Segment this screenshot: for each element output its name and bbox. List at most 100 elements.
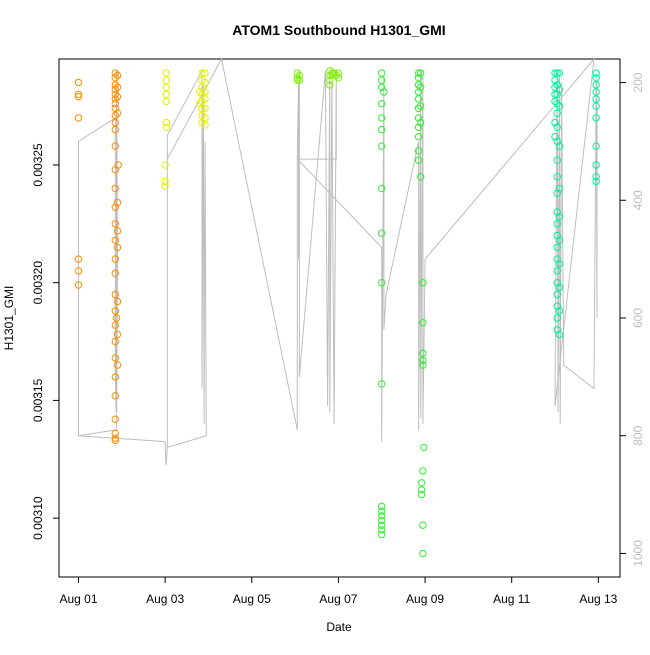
data-point bbox=[74, 255, 83, 263]
data-point bbox=[111, 90, 120, 99]
data-point bbox=[111, 255, 120, 263]
data-point bbox=[555, 184, 564, 193]
data-point bbox=[378, 530, 386, 539]
data-point bbox=[162, 90, 171, 99]
data-point bbox=[201, 95, 209, 103]
data-point bbox=[378, 516, 386, 525]
data-point bbox=[295, 71, 304, 80]
data-point bbox=[553, 243, 561, 252]
data-point bbox=[417, 69, 425, 77]
data-point bbox=[414, 81, 423, 89]
data-point bbox=[420, 443, 428, 452]
data-point bbox=[378, 114, 386, 122]
x-tick-label: Aug 01 bbox=[59, 592, 97, 606]
y-axis-label: H1301_GMI bbox=[2, 286, 16, 351]
data-point bbox=[113, 198, 122, 207]
data-point bbox=[417, 118, 425, 127]
data-point bbox=[414, 114, 423, 122]
data-point bbox=[293, 76, 301, 84]
data-point bbox=[551, 90, 559, 99]
data-point bbox=[553, 137, 561, 146]
data-point bbox=[162, 123, 171, 132]
data-point bbox=[419, 467, 427, 475]
data-point bbox=[330, 69, 338, 77]
data-point bbox=[419, 356, 427, 365]
data-point bbox=[162, 97, 171, 106]
data-point bbox=[326, 81, 334, 89]
data-point bbox=[293, 74, 301, 82]
data-point bbox=[592, 161, 600, 169]
data-point bbox=[111, 337, 120, 346]
data-point bbox=[419, 349, 427, 357]
data-point bbox=[113, 243, 122, 252]
y2-tick-label: 600 bbox=[631, 308, 645, 328]
data-point bbox=[295, 76, 304, 84]
data-point bbox=[111, 85, 120, 94]
data-point bbox=[201, 78, 209, 87]
data-point bbox=[74, 281, 83, 289]
data-point bbox=[555, 102, 564, 110]
data-point bbox=[592, 177, 600, 186]
data-point bbox=[74, 90, 83, 99]
data-point bbox=[112, 314, 121, 322]
points-layer bbox=[74, 67, 600, 558]
data-point bbox=[555, 260, 564, 268]
data-point bbox=[111, 236, 120, 245]
data-point bbox=[419, 361, 427, 369]
data-point bbox=[553, 302, 561, 310]
data-point bbox=[414, 104, 423, 113]
data-point bbox=[111, 354, 120, 362]
data-point bbox=[414, 156, 423, 164]
data-point bbox=[551, 83, 559, 92]
data-point bbox=[553, 326, 561, 334]
y-axis: 0.00310 0.00315 0.00320 0.00325 bbox=[31, 143, 59, 540]
data-point bbox=[162, 69, 171, 77]
data-point bbox=[111, 321, 120, 329]
data-point bbox=[111, 434, 120, 442]
data-point bbox=[553, 314, 561, 322]
data-point bbox=[551, 97, 559, 106]
x-tick-label: Aug 13 bbox=[579, 592, 617, 606]
data-point bbox=[111, 100, 120, 108]
y-tick-label: 0.00325 bbox=[31, 143, 45, 187]
data-point bbox=[378, 279, 386, 287]
data-point bbox=[74, 93, 83, 101]
data-point bbox=[553, 290, 561, 299]
data-point bbox=[378, 142, 386, 150]
data-point bbox=[414, 74, 423, 82]
data-point bbox=[113, 361, 122, 369]
data-point bbox=[592, 142, 600, 150]
data-point bbox=[111, 95, 120, 103]
data-point bbox=[592, 81, 600, 89]
data-point bbox=[111, 415, 120, 423]
data-point bbox=[555, 330, 564, 339]
data-point bbox=[378, 76, 386, 84]
data-point bbox=[198, 69, 206, 77]
data-point bbox=[111, 74, 120, 82]
data-point bbox=[111, 81, 120, 89]
data-point bbox=[553, 156, 561, 164]
data-point bbox=[592, 74, 600, 82]
data-point bbox=[592, 69, 600, 77]
data-point bbox=[201, 121, 209, 129]
data-point bbox=[113, 93, 122, 101]
x-tick-label: Aug 03 bbox=[146, 592, 184, 606]
data-point bbox=[196, 100, 204, 108]
data-point bbox=[111, 104, 120, 113]
data-point bbox=[555, 283, 564, 292]
data-point bbox=[113, 109, 122, 117]
data-point bbox=[417, 173, 425, 181]
data-point bbox=[414, 133, 423, 141]
data-point bbox=[419, 279, 427, 287]
data-point bbox=[111, 69, 120, 77]
gray-line bbox=[78, 57, 598, 466]
data-point bbox=[201, 88, 209, 96]
data-point bbox=[592, 88, 600, 96]
data-point bbox=[592, 102, 600, 110]
data-point bbox=[332, 71, 340, 80]
data-point bbox=[378, 526, 386, 534]
x-tick-label: Aug 09 bbox=[406, 592, 444, 606]
y-tick-label: 0.00320 bbox=[31, 261, 45, 305]
data-point bbox=[555, 142, 564, 150]
